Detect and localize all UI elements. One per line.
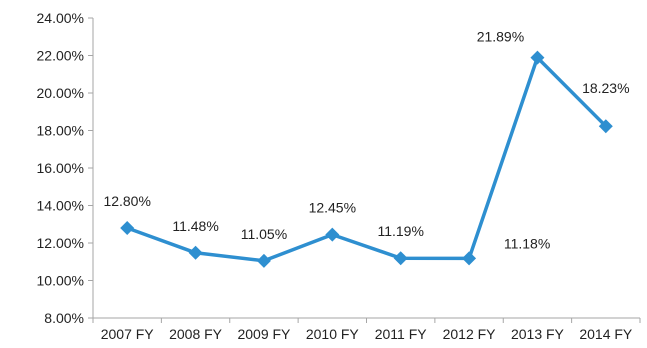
y-tick-label: 22.00% — [37, 48, 84, 64]
data-point-marker — [325, 227, 340, 242]
data-label: 18.23% — [582, 80, 629, 96]
y-tick-label: 14.00% — [37, 198, 84, 214]
data-label: 12.45% — [309, 200, 356, 216]
y-tick-label: 16.00% — [37, 160, 84, 176]
data-point-marker — [598, 119, 613, 134]
x-tick-label: 2009 FY — [237, 326, 291, 342]
y-tick-label: 18.00% — [37, 123, 84, 139]
series-line — [126, 55, 608, 263]
data-label: 11.19% — [377, 223, 423, 239]
x-tick-label: 2007 FY — [101, 326, 155, 342]
data-point-marker — [530, 50, 545, 65]
data-point-marker — [462, 251, 477, 266]
series-line-path — [126, 55, 608, 263]
data-label: 12.80% — [103, 193, 150, 209]
y-tick-label: 12.00% — [37, 235, 84, 251]
y-tick-label: 10.00% — [37, 273, 84, 289]
data-point-marker — [188, 245, 203, 260]
y-tick-label: 20.00% — [37, 85, 84, 101]
x-tick-labels: 2007 FY 2008 FY 2009 FY 2010 FY 2011 FY 2012 … — [101, 326, 633, 342]
data-label: 11.48% — [172, 218, 218, 234]
x-tick-label: 2014 FY — [579, 326, 633, 342]
y-tick-labels: 8.00% 10.00% 12.00% 14.00% 16.00% 18.00% 20.00… — [37, 10, 84, 326]
data-point-marker — [256, 253, 271, 268]
data-label: 11.18% — [504, 235, 550, 251]
y-tick-label: 8.00% — [44, 310, 84, 326]
data-point-marker — [120, 221, 135, 235]
x-tick-label: 2011 FY — [375, 326, 428, 342]
series-markers — [120, 50, 613, 268]
data-label: 21.89% — [477, 29, 524, 45]
data-labels: 12.80% 11.48% 11.05% 12.45% 11.19% 11.18% 21.8… — [103, 29, 629, 252]
x-tick-label: 2008 FY — [169, 326, 223, 342]
y-tick-label: 24.00% — [37, 10, 84, 26]
data-point-marker — [393, 251, 408, 266]
axes — [88, 17, 641, 323]
x-tick-label: 2013 FY — [511, 326, 565, 342]
data-label: 11.05% — [241, 226, 287, 242]
x-tick-label: 2012 FY — [443, 326, 497, 342]
x-tick-label: 2010 FY — [306, 326, 360, 342]
